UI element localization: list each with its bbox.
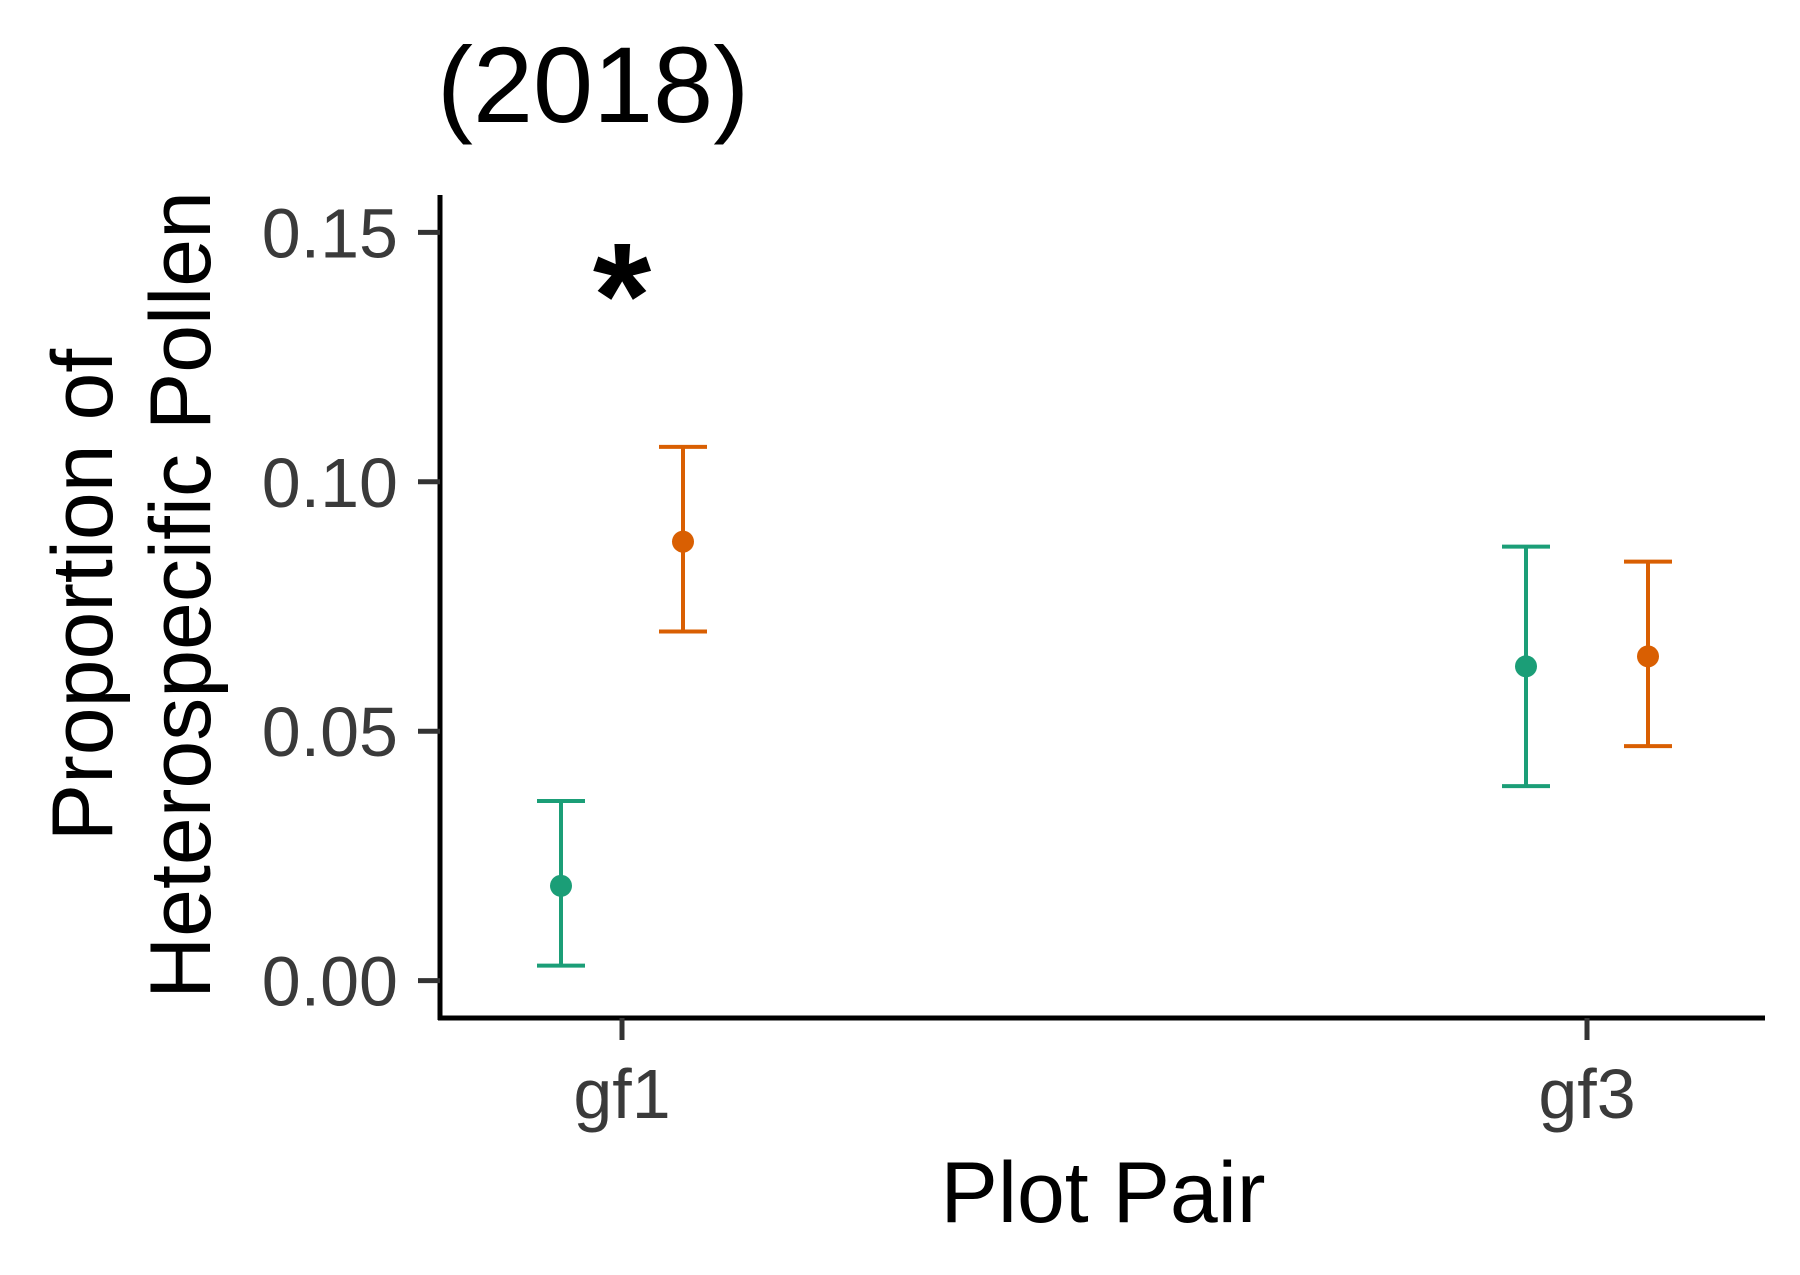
point-green-gf3 — [1515, 655, 1537, 678]
errorbar-orange-gf1 — [659, 444, 707, 634]
point-orange-gf3 — [1637, 645, 1659, 668]
significance-annotation-0: * — [593, 211, 652, 379]
x-ticks: gf1 gf3 — [573, 1018, 1636, 1133]
data-layer — [537, 444, 1672, 968]
y-tick-label-1: 0.05 — [262, 693, 398, 771]
y-axis-title-line-2: Heterospecific Pollen — [133, 191, 229, 999]
y-ticks: 0.00 0.05 0.10 0.15 — [262, 194, 440, 1021]
y-axis-title: Proportion of Heterospecific Pollen — [35, 191, 229, 999]
point-orange-gf1 — [672, 530, 694, 553]
series-green — [537, 544, 1550, 968]
errorbar-green-gf3 — [1502, 544, 1550, 789]
chart-title: (2018) — [437, 24, 749, 145]
x-tick-label-gf3: gf3 — [1538, 1055, 1635, 1133]
point-green-gf1 — [550, 874, 572, 897]
x-tick-label-gf1: gf1 — [573, 1055, 670, 1133]
y-tick-label-0: 0.00 — [262, 943, 398, 1021]
series-orange — [659, 444, 1672, 749]
y-axis-title-line-1: Proportion of — [35, 348, 131, 842]
errorbar-orange-gf3 — [1624, 559, 1672, 749]
errorbar-green-gf1 — [537, 799, 585, 968]
y-tick-label-2: 0.10 — [262, 444, 398, 522]
annotation-layer: * — [593, 211, 652, 379]
x-axis-title: Plot Pair — [940, 1145, 1265, 1241]
y-tick-label-3: 0.15 — [262, 194, 398, 272]
